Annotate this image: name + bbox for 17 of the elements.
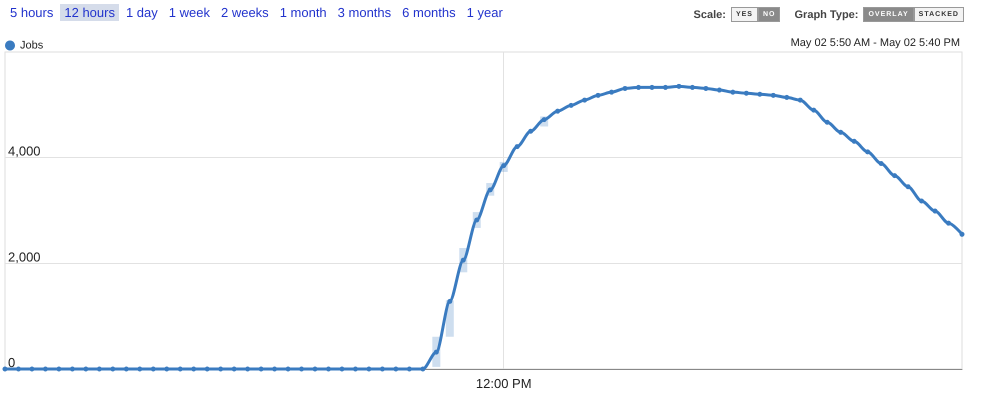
text: 1 day [124, 4, 159, 21]
text: May 02 5:50 AM - May 02 5:40 PM [790, 37, 960, 49]
text: Graph Type: [794, 8, 858, 20]
legend-label: Jobs [20, 40, 44, 52]
text: 2 weeks [220, 4, 270, 21]
y-tick-label: 2,000 [8, 249, 41, 264]
text: 1 month [278, 4, 328, 21]
text: 6 months [401, 4, 457, 21]
text: 3 months [336, 4, 392, 21]
text: Scale: [694, 8, 726, 20]
text: 1 week [168, 4, 211, 21]
text: 5 hours [9, 4, 54, 21]
x-tick-label: 12:00 PM [476, 376, 532, 391]
y-tick-label: 4,000 [8, 144, 41, 159]
text: 12 hours [60, 4, 119, 21]
y-tick-label: 0 [8, 355, 16, 370]
text: 1 year [466, 4, 504, 21]
